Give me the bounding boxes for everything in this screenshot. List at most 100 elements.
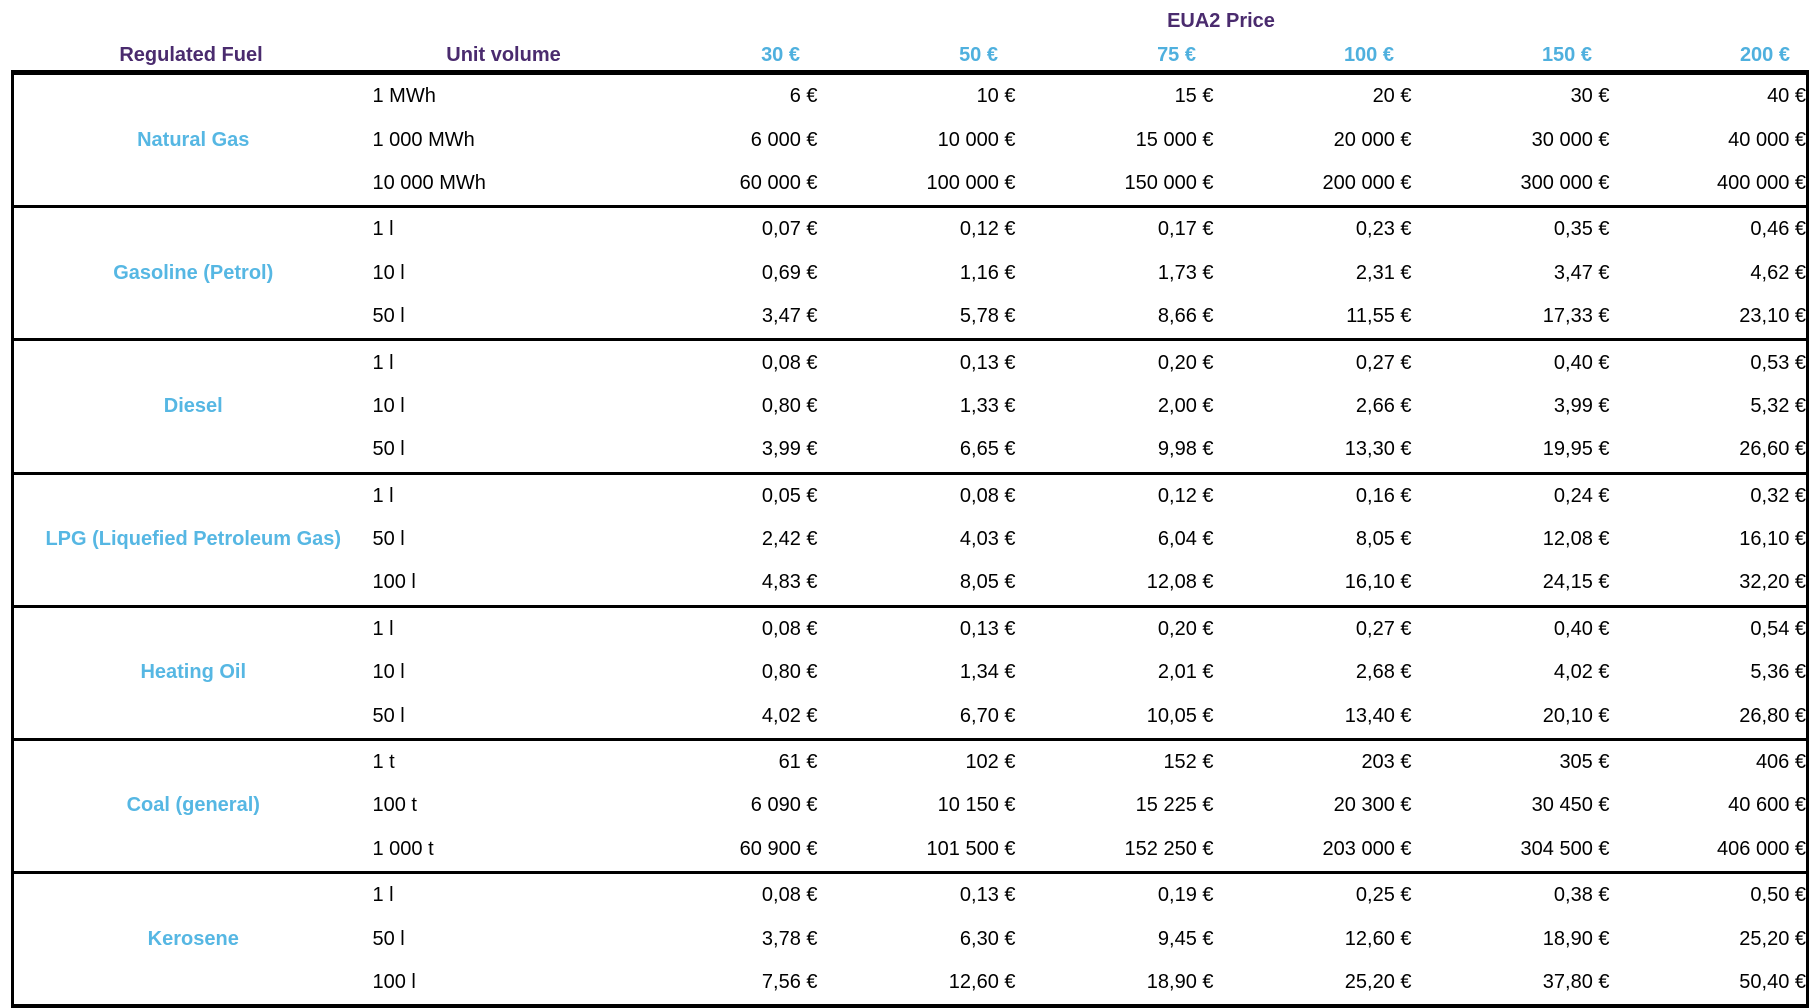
price-cell: 6 090 € [750, 794, 818, 817]
fuel-group: Natural Gas 1 MWh 6 €10 €15 €20 €30 €40 €1… [12, 70, 1808, 207]
table-row: 50 l 3,78 € 6,30 € 9,45 € 12,60 € 18,90 € 25,2… [13, 917, 1808, 960]
price-cell: 1,73 € [1157, 261, 1214, 284]
price-cell: 60 900 € [739, 837, 818, 860]
price-cell: 6,70 € [959, 704, 1016, 727]
price-cell: 13,30 € [1344, 438, 1412, 461]
table-header: EUA2 Price Regulated Fuel Unit volume 30… [11, 4, 1806, 70]
price-cell: 100 000 € [926, 171, 1016, 194]
unit-volume-cell: 1 l [372, 205, 638, 252]
price-cell: 0,24 € [1411, 471, 1610, 518]
fuel-group: Kerosene 1 l 0,08 €0,13 €0,19 €0,25 €0,38 … [12, 871, 1808, 1007]
price-cell: 150 000 € [1124, 171, 1214, 194]
price-cell: 9,98 € [1157, 438, 1214, 461]
price-cell: 2,00 € [1157, 394, 1214, 417]
price-column-header: 100 € [1343, 44, 1394, 66]
price-cell: 0,80 € [761, 394, 818, 417]
price-cell: 2,31 € [1355, 261, 1412, 284]
table-row: 100 l 7,56 € 12,60 € 18,90 € 25,20 € 37,80 € 5… [13, 961, 1808, 1006]
price-cell: 2,42 € [761, 528, 818, 551]
price-cell: 40 € [1609, 71, 1808, 119]
price-cell: 19,95 € [1542, 438, 1610, 461]
price-cell: 6,30 € [959, 927, 1016, 950]
price-cell: 0,07 € [637, 205, 818, 252]
price-cell: 30 000 € [1531, 128, 1610, 151]
price-cell: 0,08 € [817, 471, 1016, 518]
price-cell: 5,32 € [1750, 394, 1806, 417]
fuel-group-label: Natural Gas [12, 70, 373, 207]
price-cell: 152 250 € [1124, 837, 1214, 860]
price-cell: 203 000 € [1322, 837, 1412, 860]
price-cell: 6 € [637, 71, 818, 119]
price-cell: 0,69 € [761, 261, 818, 284]
price-cell: 0,53 € [1609, 338, 1808, 385]
price-cell: 24,15 € [1542, 571, 1610, 594]
price-cell: 3,47 € [761, 305, 818, 328]
price-cell: 1,16 € [959, 261, 1016, 284]
fuel-group-label: LPG (Liquefied Petroleum Gas) [12, 471, 373, 607]
price-cell: 0,32 € [1609, 471, 1808, 518]
price-cell: 30 450 € [1531, 794, 1610, 817]
price-cell: 0,20 € [1015, 604, 1214, 652]
price-cell: 40 000 € [1728, 128, 1806, 151]
price-cell: 15 225 € [1135, 794, 1214, 817]
price-cell: 0,08 € [637, 604, 818, 652]
price-cell: 0,40 € [1411, 604, 1610, 652]
price-cell: 6,04 € [1157, 528, 1214, 551]
price-cell: 61 € [637, 737, 818, 785]
price-cell: 400 000 € [1717, 171, 1806, 194]
fuel-group: Gasoline (Petrol) 1 l 0,07 €0,12 €0,17 €0,… [12, 205, 1808, 340]
price-cell: 2,66 € [1355, 394, 1412, 417]
price-cell: 0,27 € [1213, 338, 1412, 385]
price-cell: 4,03 € [959, 528, 1016, 551]
price-cell: 0,80 € [761, 661, 818, 684]
price-cell: 0,40 € [1411, 338, 1610, 385]
price-cell: 20 000 € [1333, 128, 1412, 151]
price-cell: 26,80 € [1739, 704, 1806, 727]
table-row: 50 l 3,99 € 6,65 € 9,98 € 13,30 € 19,95 € 26,6… [13, 428, 1808, 473]
price-cell: 0,20 € [1015, 338, 1214, 385]
price-cell: 10 150 € [937, 794, 1016, 817]
price-cell: 23,10 € [1739, 305, 1806, 328]
price-cell: 0,17 € [1015, 205, 1214, 252]
unit-volume-cell: 1 MWh [372, 71, 638, 119]
table-row: 1 000 MWh 6 000 € 10 000 € 15 000 € 20 000 €… [13, 118, 1808, 161]
price-cell: 0,05 € [637, 471, 818, 518]
unit-volume-cell: 1 l [372, 871, 638, 918]
unit-volume-cell: 10 000 MWh [372, 171, 486, 194]
price-cell: 17,33 € [1542, 305, 1610, 328]
unit-volume-cell: 1 000 MWh [372, 128, 475, 151]
price-cell: 10 000 € [937, 128, 1016, 151]
unit-volume-cell: 100 t [372, 794, 417, 817]
price-cell: 20,10 € [1542, 704, 1610, 727]
price-cell: 0,13 € [817, 338, 1016, 385]
price-cell: 0,25 € [1213, 871, 1412, 918]
price-cell: 8,05 € [959, 571, 1016, 594]
table-row: 10 l 0,80 € 1,33 € 2,00 € 2,66 € 3,99 € 5,32 € [13, 385, 1808, 428]
price-cell: 12,08 € [1542, 528, 1610, 551]
price-cell: 7,56 € [761, 971, 818, 993]
unit-volume-cell: 50 l [372, 528, 405, 551]
price-cell: 4,02 € [1553, 661, 1610, 684]
price-cell: 0,12 € [817, 205, 1016, 252]
price-cell: 300 000 € [1520, 171, 1610, 194]
fuel-group: Coal (general) 1 t 61 €102 €152 €203 €305 … [12, 737, 1808, 873]
price-cell: 0,08 € [637, 871, 818, 918]
price-cell: 1,34 € [959, 661, 1016, 684]
price-cell: 0,13 € [817, 871, 1016, 918]
price-cell: 0,38 € [1411, 871, 1610, 918]
price-cell: 0,23 € [1213, 205, 1412, 252]
unit-volume-cell: 100 l [372, 571, 416, 594]
price-cell: 37,80 € [1542, 971, 1610, 993]
price-cell: 1,33 € [959, 394, 1016, 417]
price-cell: 304 500 € [1520, 837, 1610, 860]
price-cell: 3,99 € [761, 438, 818, 461]
price-cell: 20 € [1213, 71, 1412, 119]
table-row: Kerosene 1 l 0,08 €0,13 €0,19 €0,25 €0,38 … [12, 871, 1808, 1007]
price-cell: 40 600 € [1728, 794, 1806, 817]
price-cell: 16,10 € [1739, 528, 1806, 551]
unit-volume-cell: 1 000 t [372, 837, 434, 860]
unit-volume-cell: 1 l [372, 471, 638, 518]
price-cell: 32,20 € [1739, 571, 1806, 594]
price-cell: 20 300 € [1333, 794, 1412, 817]
unit-volume-cell: 1 l [372, 338, 638, 385]
